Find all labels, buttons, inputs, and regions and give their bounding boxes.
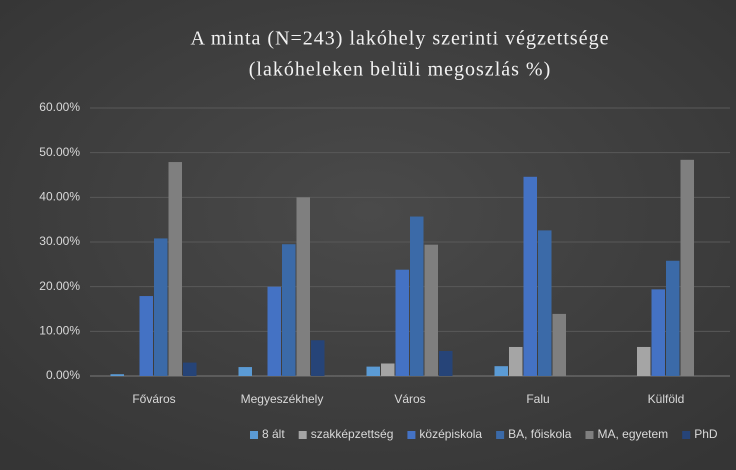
bar <box>139 296 153 376</box>
bar <box>311 340 325 376</box>
legend-swatch <box>496 431 505 439</box>
x-tick-label: Város <box>394 392 425 406</box>
y-tick-label: 30.00% <box>39 234 80 248</box>
bar <box>424 244 438 376</box>
bar <box>168 162 182 376</box>
bar <box>282 244 296 376</box>
y-tick-label: 20.00% <box>39 279 80 293</box>
legend-label: 8 ált <box>262 427 285 441</box>
x-tick-label: Külföld <box>648 392 685 406</box>
legend-label: PhD <box>694 427 718 441</box>
bar <box>183 362 197 376</box>
x-tick-label: Főváros <box>132 392 175 406</box>
bar <box>651 289 665 376</box>
legend-swatch <box>298 431 307 439</box>
bar <box>395 269 409 376</box>
legend-label: középiskola <box>419 427 482 441</box>
legend-swatch <box>407 431 416 439</box>
bar <box>238 367 252 376</box>
bar <box>410 216 424 376</box>
bar <box>552 313 566 376</box>
bar <box>154 238 168 376</box>
bar <box>666 260 680 376</box>
bar <box>366 366 380 376</box>
bar <box>637 346 651 376</box>
y-tick-label: 0.00% <box>46 368 80 382</box>
chart-subtitle: (lakóheleken belüli megoszlás %) <box>249 59 551 81</box>
legend-label: MA, egyetem <box>597 427 668 441</box>
legend-label: szakképzettség <box>311 427 394 441</box>
bar <box>110 374 124 376</box>
bar <box>538 230 552 376</box>
y-tick-label: 10.00% <box>39 324 80 338</box>
legend-label: BA, főiskola <box>508 427 572 441</box>
x-tick-label: Falu <box>526 392 549 406</box>
bar <box>494 366 508 376</box>
bar <box>680 159 694 376</box>
y-tick-label: 50.00% <box>39 145 80 159</box>
chart-title: A minta (N=243) lakóhely szerinti végzet… <box>191 28 610 50</box>
bar <box>509 346 523 376</box>
y-tick-label: 60.00% <box>39 100 80 114</box>
legend-swatch <box>585 431 594 439</box>
bar <box>523 176 537 376</box>
bar <box>381 363 395 376</box>
x-tick-label: Megyeszékhely <box>241 392 324 406</box>
bar <box>439 350 453 376</box>
bar <box>296 197 310 376</box>
bar <box>267 286 281 376</box>
legend-swatch <box>682 431 691 439</box>
y-tick-label: 40.00% <box>39 190 80 204</box>
legend-swatch <box>250 431 258 439</box>
